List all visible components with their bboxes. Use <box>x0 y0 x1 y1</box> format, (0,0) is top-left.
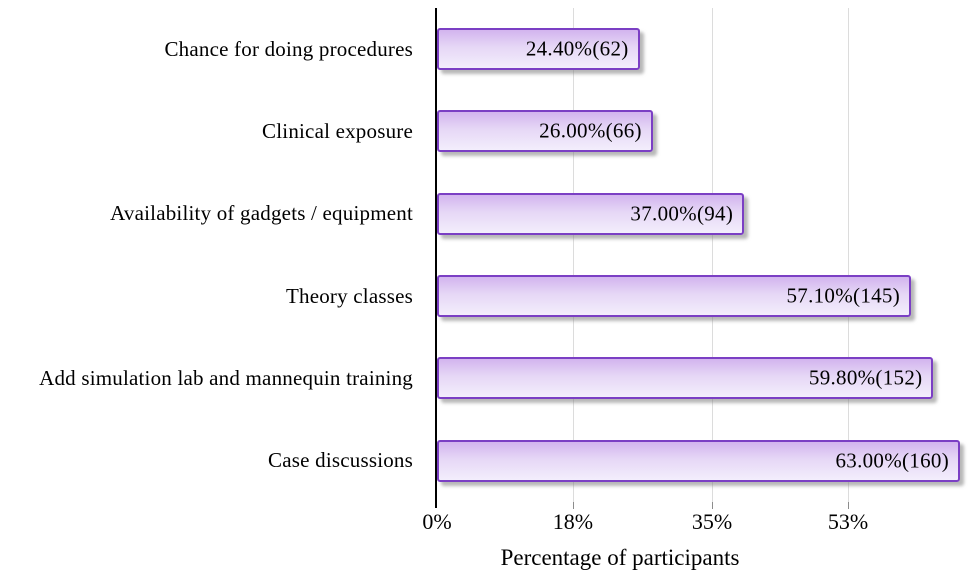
category-label: Availability of gadgets / equipment <box>110 201 413 226</box>
bar-value-label: 37.00%(94) <box>630 201 734 226</box>
bar-row: 26.00%(66) <box>437 90 960 172</box>
gridlines-layer <box>437 8 960 502</box>
bar: 37.00%(94) <box>437 192 745 235</box>
tick-mark <box>848 502 850 509</box>
gridline <box>712 8 714 502</box>
category-label: Theory classes <box>285 283 413 308</box>
y-axis-line <box>435 8 437 508</box>
category-label: Chance for doing procedures <box>164 36 413 61</box>
gridline <box>848 8 850 502</box>
x-tick-label: 53% <box>827 509 869 534</box>
bar-value-label: 63.00%(160) <box>835 448 949 473</box>
bar-value-label: 24.40%(62) <box>525 36 629 61</box>
bar-value-label: 59.80%(152) <box>808 365 923 390</box>
plot-area: 24.40%(62) 26.00%(66) 37.00%(94) 57.10%(145… <box>437 8 960 502</box>
x-tick-label: 18% <box>552 509 594 534</box>
category-label: Clinical exposure <box>262 118 413 143</box>
bar: 24.40%(62) <box>437 28 640 71</box>
bar-row: 57.10%(145) <box>437 255 960 337</box>
category-labels: Chance for doing procedures Clinical expo… <box>0 8 424 502</box>
bar-row: 59.80%(152) <box>437 337 960 419</box>
x-tick-label: 0% <box>422 509 452 534</box>
tick-mark <box>572 502 574 509</box>
bar: 26.00%(66) <box>437 110 653 153</box>
bar-value-label: 57.10%(145) <box>786 283 901 308</box>
tick-mark <box>712 502 714 509</box>
gridline <box>572 8 574 502</box>
bar: 63.00%(160) <box>437 439 960 482</box>
x-tick-label: 35% <box>691 509 733 534</box>
category-label: Add simulation lab and mannequin trainin… <box>39 365 413 390</box>
x-tick-labels: 0% 18% 35% 53% <box>422 509 960 539</box>
bar-value-label: 26.00%(66) <box>539 118 642 143</box>
category-label: Case discussions <box>268 448 413 473</box>
bars-layer: 24.40%(62) 26.00%(66) 37.00%(94) 57.10%(145… <box>437 8 960 502</box>
x-axis-title: Percentage of participants <box>500 545 740 570</box>
bar-row: 63.00%(160) <box>437 420 960 502</box>
tick-marks-layer <box>437 502 960 509</box>
bar-row: 37.00%(94) <box>437 173 960 255</box>
bar-row: 24.40%(62) <box>437 8 960 90</box>
bar: 59.80%(152) <box>437 357 934 400</box>
bar: 57.10%(145) <box>437 275 912 318</box>
